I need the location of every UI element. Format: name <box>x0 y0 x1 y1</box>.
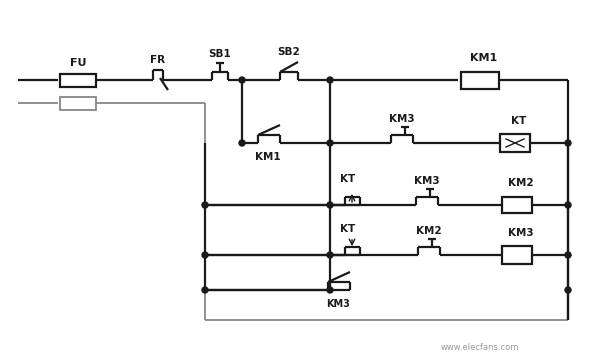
Bar <box>60 96 96 109</box>
Bar <box>500 134 530 152</box>
Circle shape <box>327 77 333 83</box>
Bar <box>60 74 96 87</box>
Bar <box>461 71 499 88</box>
Text: KM3: KM3 <box>508 228 534 238</box>
Circle shape <box>202 202 208 208</box>
Text: KM3: KM3 <box>389 114 415 124</box>
Bar <box>502 197 532 213</box>
Text: FU: FU <box>70 58 86 68</box>
Circle shape <box>327 202 333 208</box>
Circle shape <box>565 140 571 146</box>
Circle shape <box>202 287 208 293</box>
Text: KM1: KM1 <box>255 152 281 162</box>
Circle shape <box>239 77 245 83</box>
Circle shape <box>202 252 208 258</box>
Text: FR: FR <box>151 55 166 65</box>
Text: KM2: KM2 <box>508 178 534 188</box>
Text: KM1: KM1 <box>470 53 498 63</box>
Circle shape <box>327 252 333 258</box>
Circle shape <box>565 202 571 208</box>
Text: KM3: KM3 <box>414 176 440 186</box>
Text: SB1: SB1 <box>209 49 231 59</box>
Bar <box>502 246 532 264</box>
Circle shape <box>239 140 245 146</box>
Text: KT: KT <box>341 224 356 234</box>
Circle shape <box>327 287 333 293</box>
Circle shape <box>565 287 571 293</box>
Text: KT: KT <box>511 116 527 126</box>
Text: KM2: KM2 <box>416 226 442 236</box>
Text: www.elecfans.com: www.elecfans.com <box>441 344 519 352</box>
Circle shape <box>565 252 571 258</box>
Text: KT: KT <box>341 174 356 184</box>
Circle shape <box>327 140 333 146</box>
Text: KM3: KM3 <box>326 299 350 309</box>
Text: SB2: SB2 <box>277 47 300 57</box>
